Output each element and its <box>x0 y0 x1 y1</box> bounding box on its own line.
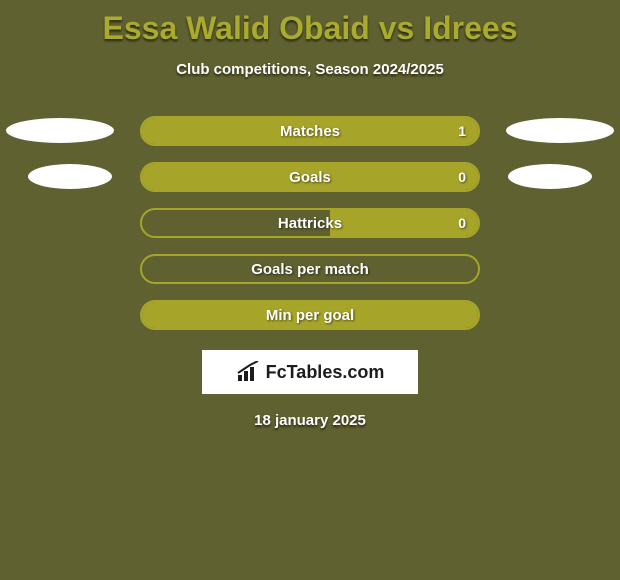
stat-label: Goals per match <box>142 256 478 282</box>
source-badge-text: FcTables.com <box>266 362 385 383</box>
stat-label: Matches <box>142 118 478 144</box>
page-title: Essa Walid Obaid vs Idrees <box>0 0 620 47</box>
stat-row: Goals per match <box>0 246 620 292</box>
player-right-marker <box>506 118 614 143</box>
player-left-marker <box>28 164 112 189</box>
stat-value: 0 <box>458 210 466 236</box>
date-text: 18 january 2025 <box>0 412 620 429</box>
stat-label: Hattricks <box>142 210 478 236</box>
bar-chart-icon <box>236 361 260 383</box>
infographic-card: Essa Walid Obaid vs Idrees Club competit… <box>0 0 620 580</box>
stat-value: 0 <box>458 164 466 190</box>
stat-rows: Matches 1 Goals 0 Hattricks 0 <box>0 108 620 338</box>
stat-row: Hattricks 0 <box>0 200 620 246</box>
stat-value: 1 <box>458 118 466 144</box>
stat-bar: Min per goal <box>140 300 480 330</box>
player-right-marker <box>508 164 592 189</box>
player-left-marker <box>6 118 114 143</box>
stat-bar: Goals 0 <box>140 162 480 192</box>
subtitle: Club competitions, Season 2024/2025 <box>0 61 620 78</box>
stat-bar: Goals per match <box>140 254 480 284</box>
stat-row: Matches 1 <box>0 108 620 154</box>
stat-label: Min per goal <box>142 302 478 328</box>
stat-bar: Matches 1 <box>140 116 480 146</box>
stat-label: Goals <box>142 164 478 190</box>
stat-bar: Hattricks 0 <box>140 208 480 238</box>
stat-row: Min per goal <box>0 292 620 338</box>
stat-row: Goals 0 <box>0 154 620 200</box>
source-badge: FcTables.com <box>202 350 418 394</box>
